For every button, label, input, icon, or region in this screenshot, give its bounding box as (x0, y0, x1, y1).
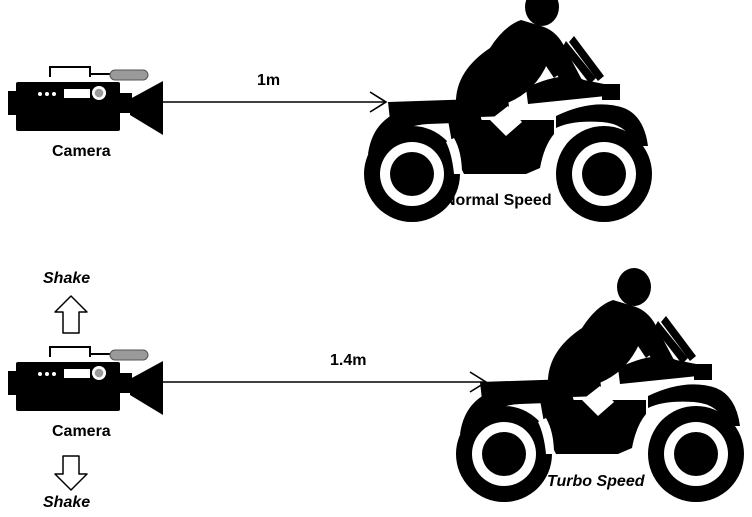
distance-arrow-bottom (160, 371, 488, 393)
motorcycle-icon-turbo (456, 268, 744, 502)
bike-label-turbo: Turbo Speed (547, 473, 645, 490)
distance-label-bottom: 1.4m (330, 352, 367, 369)
bike-label-normal: Normal Speed (444, 192, 552, 209)
down-arrow-icon (54, 455, 88, 491)
camera-label-bottom: Camera (52, 423, 111, 440)
up-arrow-icon (54, 295, 88, 334)
shake-down-label: Shake (43, 494, 91, 511)
motorcycle-icon-normal (364, 0, 652, 222)
distance-arrow-top (160, 91, 388, 113)
shake-up-label: Shake (43, 270, 91, 287)
camera-icon-top (7, 66, 164, 136)
camera-icon-bottom (7, 346, 164, 416)
camera-label-top: Camera (52, 143, 111, 160)
distance-label-top: 1m (257, 72, 281, 89)
